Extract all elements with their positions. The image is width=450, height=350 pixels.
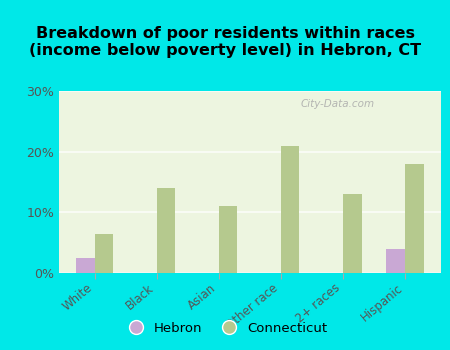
Bar [405, 164, 423, 273]
Text: City-Data.com: City-Data.com [301, 99, 375, 109]
Bar [343, 194, 361, 273]
Bar [219, 206, 237, 273]
Bar [76, 258, 94, 273]
Bar [387, 249, 405, 273]
Bar [281, 146, 299, 273]
Bar [94, 233, 113, 273]
Text: Breakdown of poor residents within races
(income below poverty level) in Hebron,: Breakdown of poor residents within races… [29, 26, 421, 58]
Legend: Hebron, Connecticut: Hebron, Connecticut [117, 316, 333, 340]
Bar [157, 188, 175, 273]
